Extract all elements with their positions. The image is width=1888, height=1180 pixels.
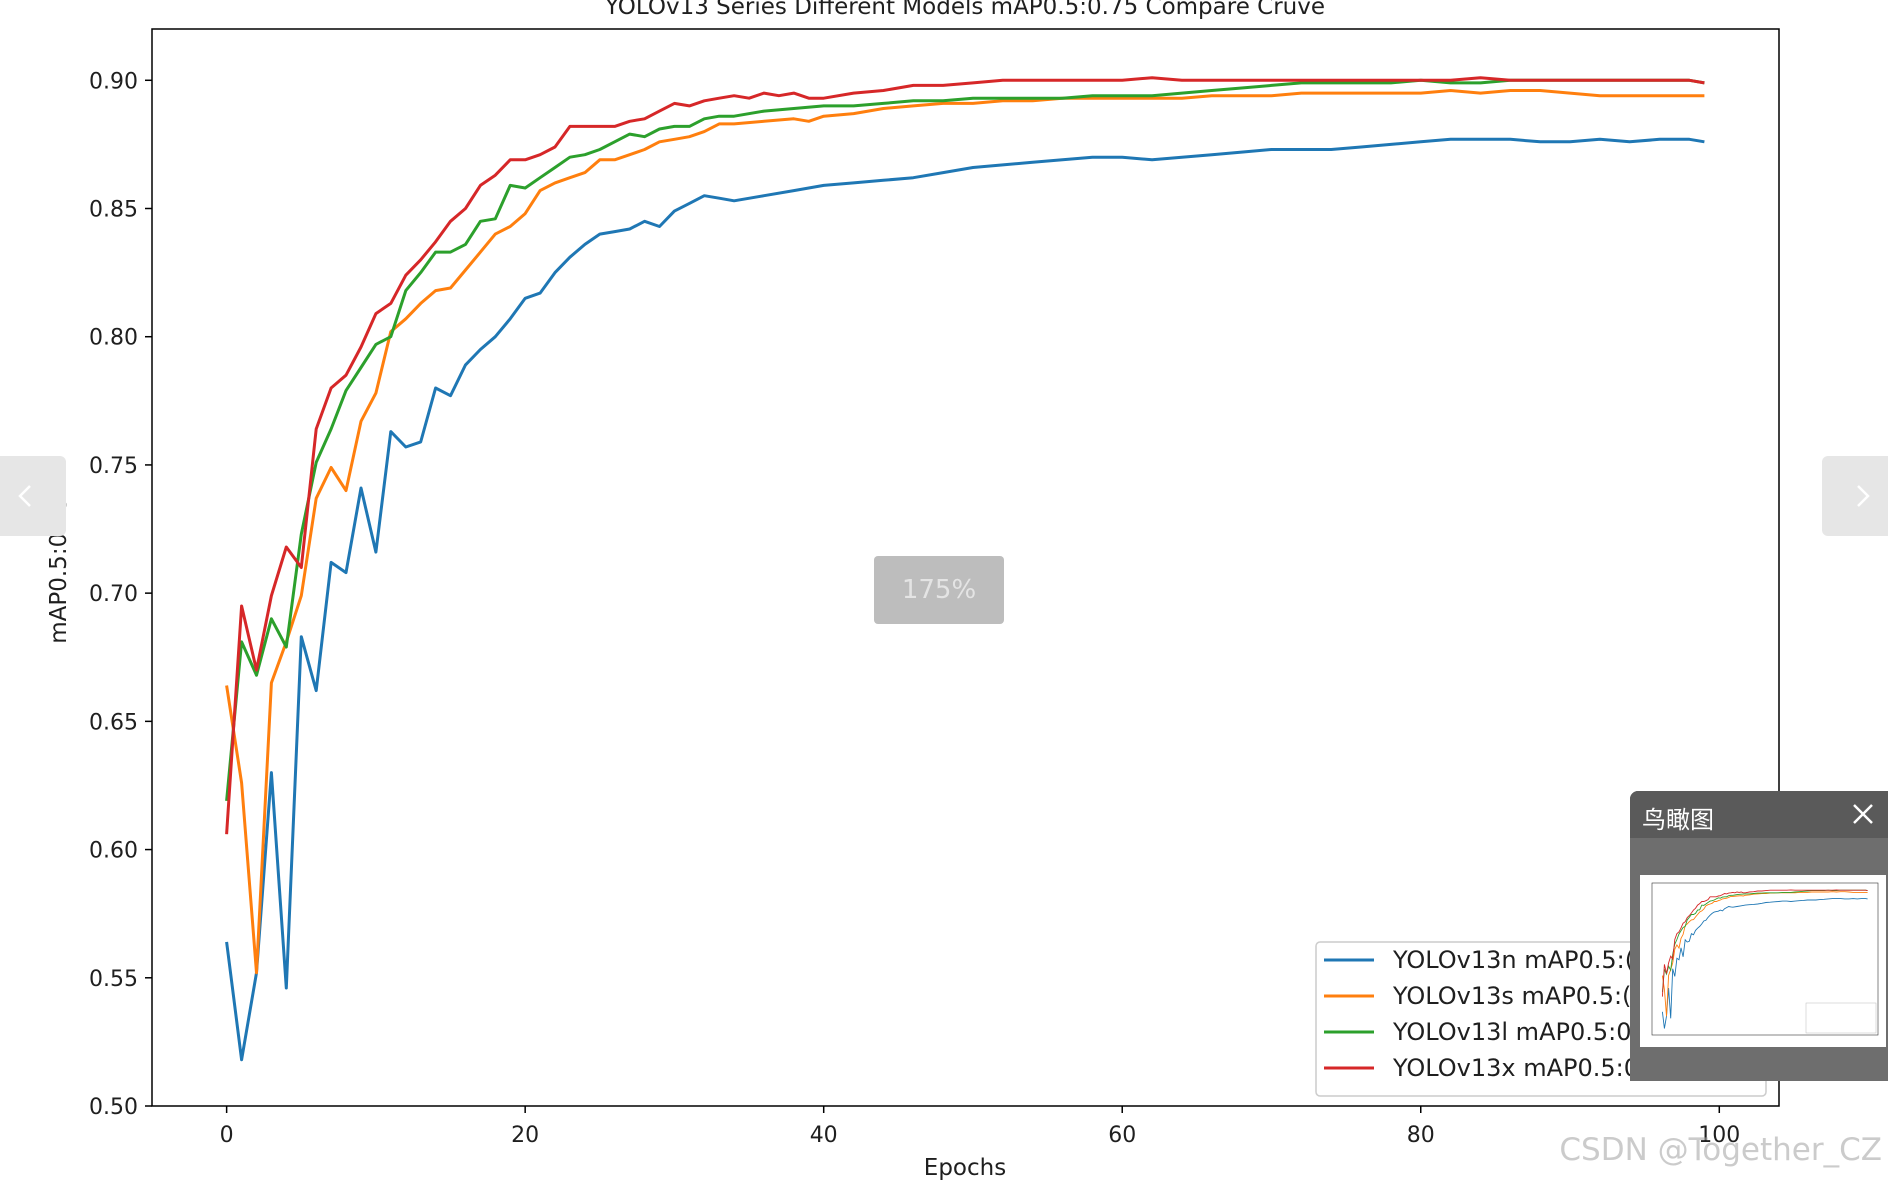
overview-panel: 鸟瞰图 — [1630, 791, 1888, 1081]
y-tick-label: 0.75 — [89, 454, 138, 479]
plot-area-frame — [151, 28, 1780, 1107]
thumb-series-line-2 — [1661, 889, 1868, 992]
overview-panel-title: 鸟瞰图 — [1642, 806, 1714, 834]
x-tick-label: 0 — [220, 1123, 234, 1148]
zoom-level-indicator: 175% — [874, 556, 1004, 624]
series-lines — [225, 76, 1705, 1062]
x-tick-label: 60 — [1108, 1123, 1136, 1148]
y-tick-label: 0.55 — [89, 967, 138, 992]
y-tick-label: 0.90 — [89, 69, 138, 94]
previous-image-button[interactable] — [0, 456, 66, 536]
y-axis-ticks: 0.50 0.55 0.60 0.65 0.70 0.75 0.80 0.85 0.90 — [89, 69, 152, 1120]
legend-entry-2: YOLOv13l mAP0.5:0 — [1392, 1018, 1631, 1046]
close-icon[interactable] — [1848, 799, 1878, 829]
chart-title: YOLOv13 Series Different Models mAP0.5:0… — [604, 0, 1325, 20]
x-axis-ticks: 0 20 40 60 80 100 — [220, 1106, 1740, 1148]
overview-panel-header: 鸟瞰图 — [1630, 791, 1888, 838]
overview-thumbnail[interactable] — [1640, 875, 1886, 1047]
legend-entry-1: YOLOv13s mAP0.5:( — [1392, 982, 1631, 1010]
x-tick-label: 40 — [810, 1123, 838, 1148]
x-tick-label: 80 — [1407, 1123, 1435, 1148]
series-line-2 — [225, 78, 1705, 802]
y-tick-label: 0.50 — [89, 1095, 138, 1120]
watermark: CSDN @Together_CZ — [1559, 1132, 1882, 1168]
x-axis-label: Epochs — [924, 1155, 1006, 1180]
y-tick-label: 0.70 — [89, 582, 138, 607]
x-tick-label: 100 — [1698, 1123, 1740, 1148]
chevron-left-icon — [18, 485, 31, 507]
overview-thumbnail-chart — [1651, 882, 1879, 1036]
series-line-0 — [225, 137, 1705, 1062]
series-line-3 — [225, 76, 1705, 835]
legend-entry-0: YOLOv13n mAP0.5:( — [1392, 946, 1634, 974]
chevron-right-icon — [1857, 485, 1870, 507]
series-line-1 — [225, 89, 1705, 975]
y-tick-label: 0.60 — [89, 839, 138, 864]
next-image-button[interactable] — [1822, 456, 1888, 536]
thumb-series-line-3 — [1661, 889, 1868, 997]
y-tick-label: 0.65 — [89, 710, 138, 735]
x-tick-label: 20 — [511, 1123, 539, 1148]
thumb-series-line-0 — [1661, 898, 1868, 1029]
y-tick-label: 0.85 — [89, 198, 138, 223]
y-tick-label: 0.80 — [89, 326, 138, 351]
